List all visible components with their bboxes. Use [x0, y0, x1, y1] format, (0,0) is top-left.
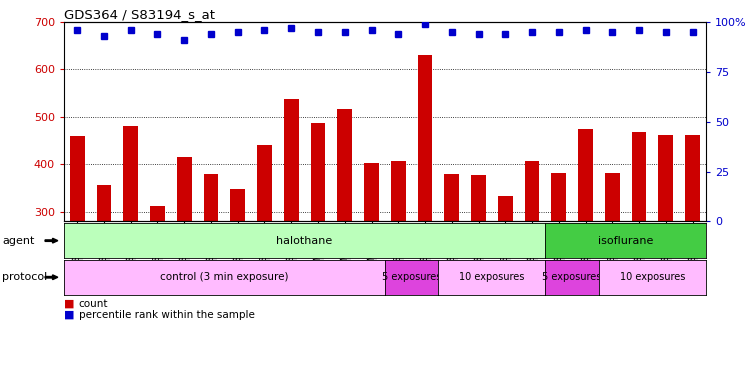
Text: ■: ■	[64, 310, 74, 320]
Text: percentile rank within the sample: percentile rank within the sample	[79, 310, 255, 320]
Bar	[525, 161, 539, 354]
Bar	[70, 136, 85, 354]
Bar	[391, 161, 406, 354]
Text: count: count	[79, 299, 108, 309]
Bar	[578, 129, 593, 354]
Bar	[605, 172, 620, 354]
Text: 5 exposures: 5 exposures	[382, 272, 442, 282]
Bar	[498, 196, 513, 354]
Text: 10 exposures: 10 exposures	[459, 272, 525, 282]
Text: 5 exposures: 5 exposures	[542, 272, 602, 282]
Bar	[659, 135, 673, 354]
Bar	[311, 123, 325, 354]
Bar	[150, 206, 164, 354]
Text: ■: ■	[64, 299, 74, 309]
Bar	[418, 55, 433, 354]
Text: protocol: protocol	[2, 272, 47, 282]
Text: isoflurane: isoflurane	[598, 236, 653, 246]
Bar	[551, 172, 566, 354]
Bar	[204, 174, 219, 354]
Bar	[337, 109, 352, 354]
Bar	[471, 175, 486, 354]
Bar	[231, 189, 245, 354]
Text: 10 exposures: 10 exposures	[620, 272, 685, 282]
Text: GDS364 / S83194_s_at: GDS364 / S83194_s_at	[64, 8, 215, 21]
Bar	[97, 185, 111, 354]
Bar	[364, 163, 379, 354]
Bar	[257, 145, 272, 354]
Text: control (3 min exposure): control (3 min exposure)	[160, 272, 288, 282]
Bar	[685, 135, 700, 354]
Bar	[632, 132, 647, 354]
Text: agent: agent	[2, 236, 35, 246]
Bar	[177, 157, 192, 354]
Bar	[123, 126, 138, 354]
Bar	[445, 174, 459, 354]
Text: halothane: halothane	[276, 236, 333, 246]
Bar	[284, 99, 299, 354]
